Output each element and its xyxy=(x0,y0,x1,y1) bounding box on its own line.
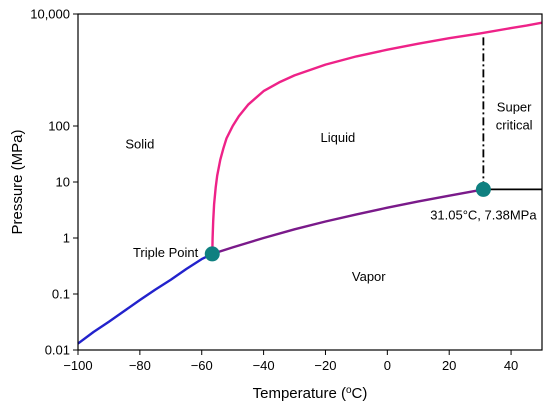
critical-point-label: 31.05°C, 7.38MPa xyxy=(430,207,537,222)
y-tick-label: 10 xyxy=(56,175,70,190)
curves xyxy=(77,21,543,345)
x-axis-title: Temperature (oC) xyxy=(253,385,368,403)
x-axis-title-tail: C) xyxy=(352,385,368,402)
triple-point-label: Triple Point xyxy=(133,245,199,260)
x-axis-title-sup: o xyxy=(346,385,352,396)
x-tick-label: −80 xyxy=(129,358,151,373)
y-tick-label: 0.1 xyxy=(52,287,70,302)
y-tick-label: 100 xyxy=(48,119,70,134)
x-tick-label: −20 xyxy=(314,358,336,373)
x-tick-label: 20 xyxy=(442,358,456,373)
triple-point-marker xyxy=(204,246,220,262)
region-label-vapor: Vapor xyxy=(352,269,386,284)
region-label-liquid: Liquid xyxy=(320,130,355,145)
critical-lines xyxy=(482,36,542,191)
y-axis-title: Pressure (MPa) xyxy=(9,129,26,234)
melting-curve xyxy=(211,21,543,254)
vaporization-curve xyxy=(211,188,484,256)
x-tick-label: 0 xyxy=(384,358,391,373)
y-tick-label: 1 xyxy=(63,231,70,246)
x-tick-label: −60 xyxy=(191,358,213,373)
x-axis-title-base: Temperature ( xyxy=(253,385,346,402)
y-tick-label: 10,000 xyxy=(30,7,70,22)
y-axis-ticks: 0.01 0.1 1 10 100 10,000 xyxy=(30,7,78,358)
x-tick-label: −100 xyxy=(63,358,92,373)
plot-frame xyxy=(77,13,543,351)
x-axis-ticks: −100 −80 −60 −40 −20 0 20 40 xyxy=(63,350,518,373)
region-label-supercritical-line2: critical xyxy=(496,118,533,133)
region-label-supercritical-line1: Super xyxy=(497,100,532,115)
critical-point-marker xyxy=(475,181,491,197)
sublimation-curve xyxy=(77,252,213,345)
x-tick-label: 40 xyxy=(504,358,518,373)
region-label-solid: Solid xyxy=(125,136,154,151)
x-tick-label: −40 xyxy=(253,358,275,373)
y-tick-label: 0.01 xyxy=(45,343,70,358)
data-points xyxy=(204,181,491,262)
